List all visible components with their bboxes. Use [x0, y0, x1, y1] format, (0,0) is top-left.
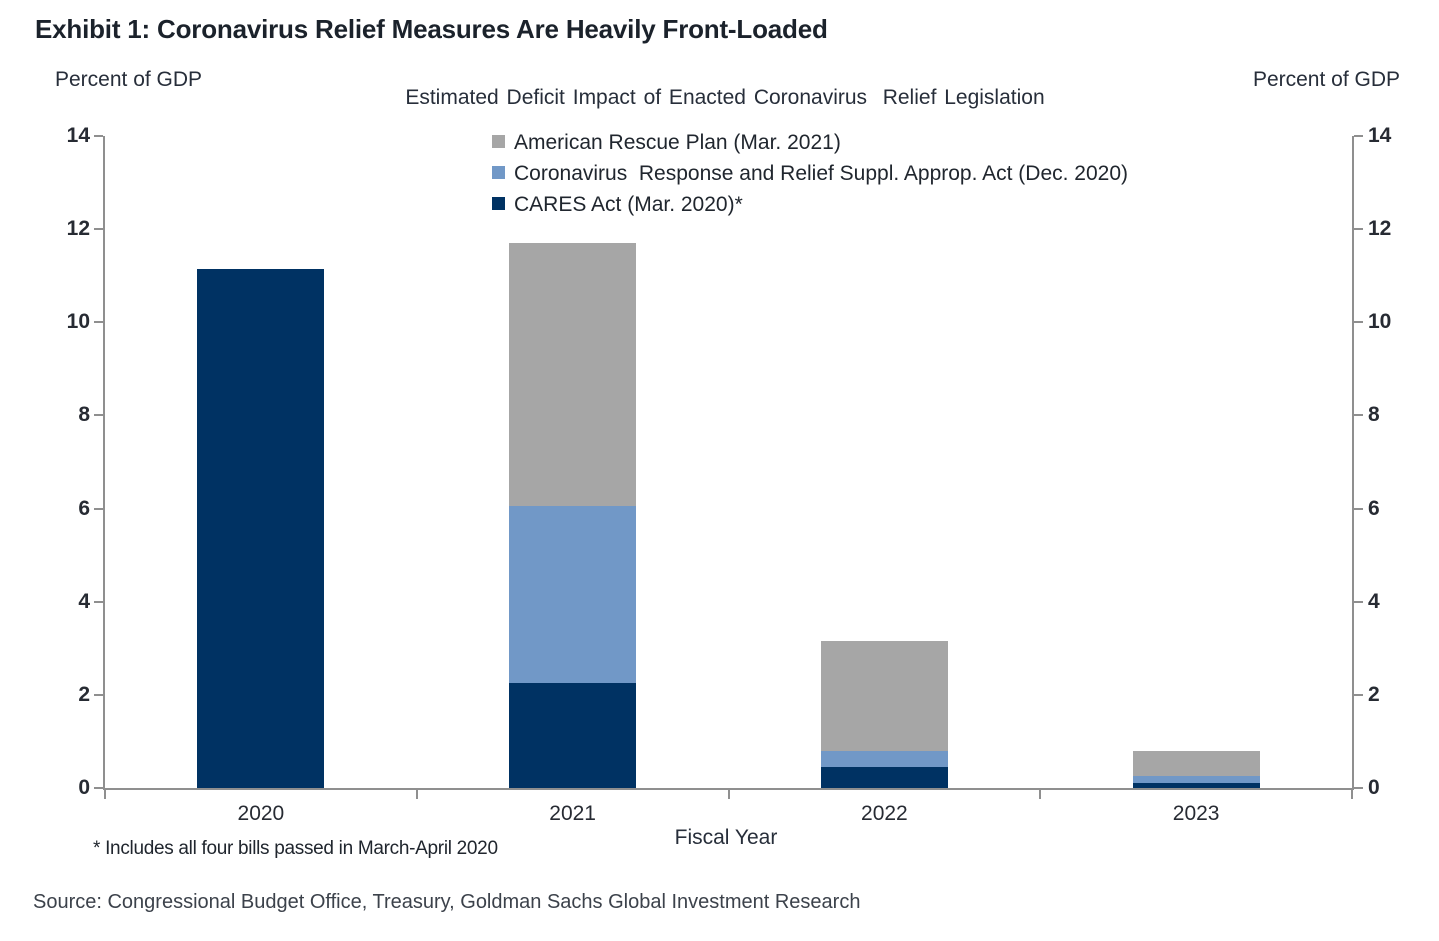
- source-line: Source: Congressional Budget Office, Tre…: [33, 891, 861, 913]
- y-tick-label-left: 14: [66, 124, 90, 147]
- y-tick-label-left: 6: [78, 496, 90, 520]
- y-tick-label-right: 10: [1368, 310, 1392, 334]
- legend-row: American Rescue Plan (Mar. 2021): [492, 131, 1128, 162]
- y-tick-right: [1354, 321, 1363, 324]
- y-tick-label-right: 8: [1368, 403, 1380, 427]
- x-axis-title: Fiscal Year: [674, 826, 778, 849]
- legend-label: Coronavirus Response and Relief Suppl. A…: [514, 162, 1129, 185]
- bar-segment-2022: [820, 641, 948, 751]
- y-tick-label-left: 8: [78, 403, 90, 427]
- bar-segment-2021: [509, 506, 637, 684]
- x-axis-baseline: [103, 788, 1354, 790]
- legend-label: American Rescue Plan (Mar. 2021): [514, 131, 841, 154]
- bar-segment-2023: [1132, 750, 1260, 777]
- y-tick-right: [1354, 507, 1363, 510]
- y-axis-right: [1352, 136, 1354, 790]
- y-tick-label-right: 0: [1368, 776, 1380, 799]
- legend-row: CARES Act (Mar. 2020)*: [492, 193, 1128, 224]
- bar-segment-2021: [509, 683, 637, 788]
- y-tick-label-left: 12: [66, 217, 90, 241]
- y-axis-left: [103, 136, 105, 790]
- bar-segment-2020: [197, 268, 325, 788]
- y-tick-label-right: 12: [1368, 217, 1392, 241]
- y-tick-left: [94, 693, 103, 696]
- y-tick-label-right: 14: [1368, 124, 1392, 147]
- y-tick-label-left: 0: [78, 776, 90, 799]
- y-tick-left: [94, 321, 103, 324]
- y-tick-right: [1354, 135, 1363, 137]
- y-tick-label-right: 4: [1368, 589, 1380, 613]
- x-boundary-tick: [1351, 790, 1353, 799]
- exhibit-title: Exhibit 1: Coronavirus Relief Measures A…: [35, 14, 828, 44]
- bar-segment-2022: [820, 767, 948, 788]
- footnote: * Includes all four bills passed in Marc…: [93, 838, 498, 859]
- y-tick-left: [94, 414, 103, 417]
- legend-swatch-icon: [492, 166, 505, 179]
- legend: American Rescue Plan (Mar. 2021) Coronavi…: [492, 131, 1128, 224]
- y-tick-label-left: 2: [78, 682, 90, 706]
- y-tick-label-left: 10: [66, 310, 90, 334]
- bar-segment-2022: [820, 750, 948, 768]
- y-tick-right: [1354, 414, 1363, 417]
- bar-segment-2023: [1132, 776, 1260, 784]
- y-tick-right: [1354, 600, 1363, 603]
- chart-title: Estimated Deficit Impact of Enacted Coro…: [405, 86, 1045, 109]
- y-tick-left: [94, 507, 103, 510]
- legend-label: CARES Act (Mar. 2020)*: [514, 193, 743, 216]
- y-tick-left: [94, 135, 103, 137]
- y-tick-label-right: 6: [1368, 496, 1380, 520]
- left-axis-unit-label: Percent of GDP: [55, 68, 203, 91]
- legend-row: Coronavirus Response and Relief Suppl. A…: [492, 162, 1128, 193]
- bar-segment-2023: [1132, 783, 1260, 788]
- y-tick-left: [94, 787, 103, 789]
- x-boundary-tick: [727, 790, 730, 799]
- x-category-label: 2021: [549, 802, 596, 825]
- x-category-label: 2020: [237, 802, 285, 825]
- bar-segment-2021: [509, 243, 637, 507]
- y-tick-label-right: 2: [1368, 682, 1380, 706]
- right-axis-unit-label: Percent of GDP: [1252, 68, 1400, 91]
- y-tick-right: [1354, 693, 1363, 696]
- x-boundary-tick: [1039, 790, 1042, 799]
- y-tick-right: [1354, 787, 1363, 789]
- x-boundary-tick: [415, 790, 418, 799]
- x-category-label: 2022: [861, 802, 908, 825]
- x-boundary-tick: [104, 790, 106, 799]
- y-tick-label-left: 4: [78, 589, 90, 613]
- legend-swatch-icon: [492, 197, 505, 210]
- legend-swatch-icon: [492, 135, 505, 148]
- x-category-label: 2023: [1172, 802, 1220, 825]
- y-tick-right: [1354, 228, 1363, 231]
- y-tick-left: [94, 228, 103, 231]
- y-tick-left: [94, 600, 103, 603]
